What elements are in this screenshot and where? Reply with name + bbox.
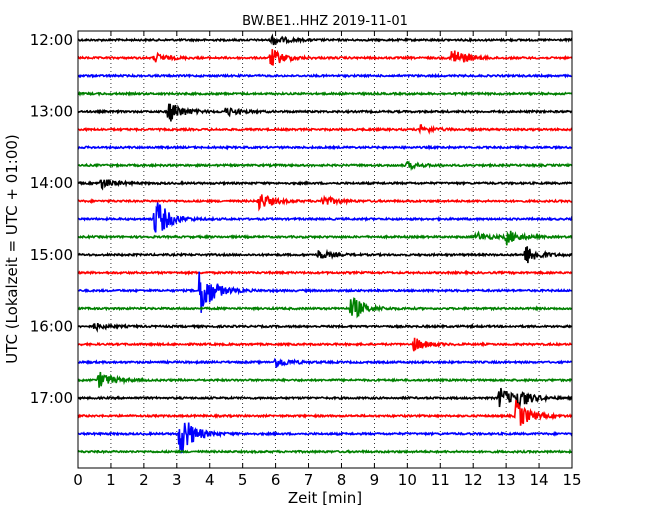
trace-1645 — [77, 371, 573, 388]
y-tick-label-15:00: 15:00 — [30, 246, 73, 264]
trace-1730 — [77, 422, 573, 454]
x-tick-label-11: 11 — [431, 471, 450, 489]
y-axis-label: UTC (Lokalzeit = UTC + 01:00) — [3, 134, 21, 364]
x-axis-label: Zeit [min] — [288, 489, 362, 507]
trace-1500 — [77, 246, 573, 264]
y-axis: 12:00 13:00 14:00 15:00 16:00 17:00 — [30, 31, 572, 407]
trace-1400 — [77, 179, 573, 191]
y-tick-label-14:00: 14:00 — [30, 174, 73, 192]
x-tick-label-10: 10 — [398, 471, 417, 489]
trace-1215 — [77, 49, 573, 66]
x-tick-label-7: 7 — [304, 471, 314, 489]
trace-group — [77, 33, 573, 455]
trace-1415 — [77, 194, 573, 212]
trace-1700 — [77, 387, 573, 410]
x-tick-label-9: 9 — [370, 471, 380, 489]
x-axis: 0 1 2 3 4 5 6 7 8 9 10 11 12 13 14 15 — [73, 31, 582, 489]
x-tick-label-1: 1 — [106, 471, 116, 489]
trace-1545 — [77, 297, 573, 319]
y-tick-label-12:00: 12:00 — [30, 31, 73, 49]
x-tick-label-0: 0 — [73, 471, 83, 489]
trace-1430 — [77, 202, 573, 233]
x-tick-label-4: 4 — [205, 471, 215, 489]
trace-1230 — [77, 72, 572, 79]
vertical-grid — [110, 31, 540, 468]
trace-1345 — [77, 160, 573, 172]
x-tick-label-13: 13 — [497, 471, 516, 489]
trace-1515 — [77, 269, 573, 276]
y-tick-label-16:00: 16:00 — [30, 317, 73, 335]
trace-1330 — [77, 144, 573, 151]
x-tick-label-12: 12 — [464, 471, 483, 489]
x-tick-label-8: 8 — [337, 471, 347, 489]
x-tick-label-3: 3 — [172, 471, 182, 489]
x-tick-label-14: 14 — [530, 471, 549, 489]
x-tick-label-6: 6 — [271, 471, 281, 489]
trace-1315 — [77, 124, 573, 135]
x-tick-label-2: 2 — [139, 471, 149, 489]
trace-1300 — [77, 103, 573, 122]
x-tick-label-5: 5 — [238, 471, 248, 489]
y-tick-label-13:00: 13:00 — [30, 103, 73, 121]
trace-1445 — [77, 230, 573, 246]
plot-frame — [77, 30, 573, 469]
trace-1600 — [77, 322, 573, 333]
trace-1615 — [77, 337, 573, 352]
trace-1530 — [77, 271, 573, 313]
trace-1745 — [77, 448, 573, 455]
trace-1715 — [77, 399, 573, 426]
trace-1630 — [77, 357, 573, 368]
trace-1200 — [77, 33, 573, 46]
x-tick-label-15: 15 — [562, 471, 581, 489]
chart-title: BW.BE1..HHZ 2019-11-01 — [242, 14, 408, 29]
trace-1245 — [77, 90, 573, 97]
y-tick-label-17:00: 17:00 — [30, 389, 73, 407]
